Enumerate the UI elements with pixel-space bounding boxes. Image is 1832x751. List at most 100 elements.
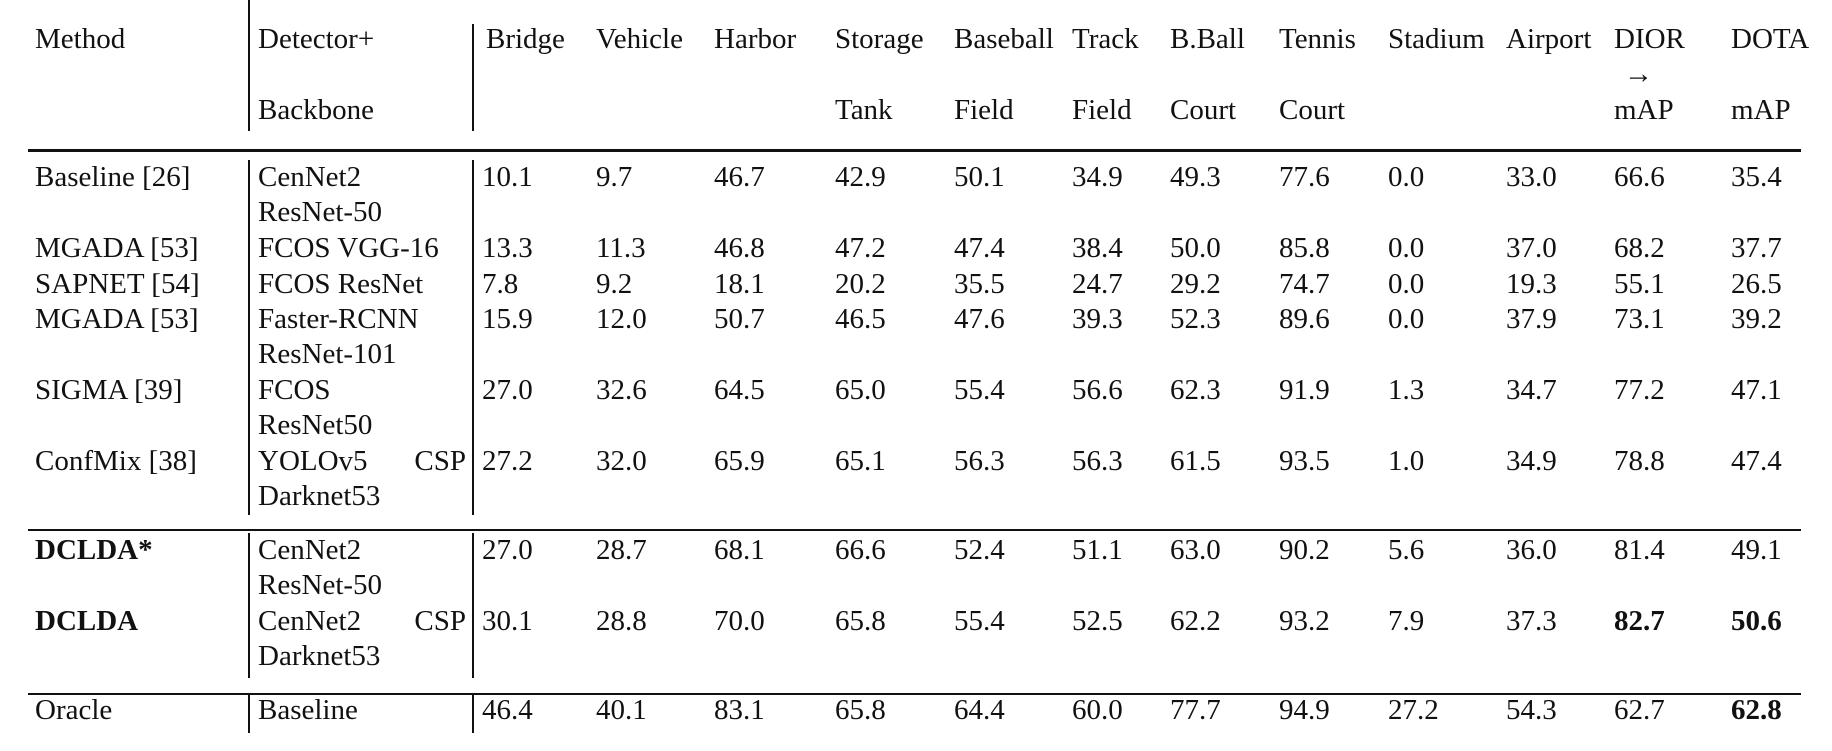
table-cell: 66.6 (1614, 161, 1665, 193)
header-rule (28, 149, 1801, 152)
table-cell: 32.0 (596, 445, 647, 477)
table-cell: 93.2 (1279, 605, 1330, 637)
row-backbone: ResNet50 (258, 409, 373, 441)
table-cell: 33.0 (1506, 161, 1557, 193)
table-cell: 46.4 (482, 694, 533, 726)
table-cell: 1.0 (1388, 445, 1425, 477)
table-cell: 29.2 (1170, 268, 1221, 300)
table-cell: 56.6 (1072, 374, 1123, 406)
table-cell: 65.8 (835, 605, 886, 637)
table-cell: 37.3 (1506, 605, 1557, 637)
table-cell: 54.3 (1506, 694, 1557, 726)
table-cell: 56.3 (954, 445, 1005, 477)
table-cell: 0.0 (1388, 303, 1425, 335)
row-method: SIGMA [39] (35, 374, 183, 406)
header-vehicle: Vehicle (596, 23, 683, 55)
row-detector: FCOS VGG-16 (258, 232, 439, 264)
row-detector: FCOS ResNet (258, 268, 424, 300)
table-cell: 74.7 (1279, 268, 1330, 300)
table-cell: 94.9 (1279, 694, 1330, 726)
table-cell: 65.1 (835, 445, 886, 477)
header-dior-map: mAP (1614, 94, 1674, 126)
table-cell: 30.1 (482, 605, 533, 637)
table-cell: 24.7 (1072, 268, 1123, 300)
table-cell: 68.2 (1614, 232, 1665, 264)
table-cell: 47.4 (1731, 445, 1782, 477)
row-backbone: Darknet53 (258, 640, 381, 672)
table-cell: 18.1 (714, 268, 765, 300)
header-storage-tank: Storage (835, 23, 924, 55)
row-backbone: Darknet53 (258, 480, 381, 512)
table-cell: 1.3 (1388, 374, 1425, 406)
table-cell: 78.8 (1614, 445, 1665, 477)
table-cell: 52.3 (1170, 303, 1221, 335)
table-cell: 62.2 (1170, 605, 1221, 637)
column-rule (472, 24, 474, 131)
table-cell: 50.6 (1731, 605, 1782, 637)
row-method: Baseline [26] (35, 161, 191, 193)
table-cell: 35.4 (1731, 161, 1782, 193)
table-cell: 68.1 (714, 534, 765, 566)
table-cell: 90.2 (1279, 534, 1330, 566)
row-detector: YOLOv5 CSP (258, 445, 466, 477)
table-cell: 5.6 (1388, 534, 1425, 566)
header-airport: Airport (1506, 23, 1592, 55)
header-dota-map: mAP (1731, 94, 1791, 126)
table-cell: 62.3 (1170, 374, 1221, 406)
table-cell: 28.8 (596, 605, 647, 637)
row-method: ConfMix [38] (35, 445, 197, 477)
header-dior-arrow: → (1624, 58, 1653, 90)
table-cell: 39.2 (1731, 303, 1782, 335)
table-cell: 27.0 (482, 374, 533, 406)
row-backbone: ResNet-101 (258, 338, 397, 370)
table-cell: 37.7 (1731, 232, 1782, 264)
header-dota: DOTA (1731, 23, 1810, 55)
column-rule (248, 160, 250, 515)
table-cell: 37.0 (1506, 232, 1557, 264)
group-rule-1 (28, 529, 1801, 531)
table-cell: 73.1 (1614, 303, 1665, 335)
table-cell: 52.5 (1072, 605, 1123, 637)
row-detector: Baseline (258, 694, 358, 726)
table-cell: 77.7 (1170, 694, 1221, 726)
table-cell: 60.0 (1072, 694, 1123, 726)
table-cell: 38.4 (1072, 232, 1123, 264)
table-cell: 11.3 (596, 232, 646, 264)
table-cell: 0.0 (1388, 268, 1425, 300)
table-cell: 65.0 (835, 374, 886, 406)
table-cell: 37.9 (1506, 303, 1557, 335)
table-cell: 27.2 (1388, 694, 1439, 726)
table-cell: 34.9 (1506, 445, 1557, 477)
table-cell: 50.0 (1170, 232, 1221, 264)
header-detector: Detector+ (258, 23, 375, 55)
row-backbone: ResNet-50 (258, 196, 383, 228)
row-method: SAPNET [54] (35, 268, 200, 300)
table-cell: 46.8 (714, 232, 765, 264)
table-cell: 19.3 (1506, 268, 1557, 300)
row-detector: FCOS (258, 374, 331, 406)
header-tennis-court: Tennis (1279, 23, 1356, 55)
table-cell: 13.3 (482, 232, 533, 264)
table-cell: 36.0 (1506, 534, 1557, 566)
header-tennis-court-line2: Court (1279, 94, 1346, 126)
table-cell: 83.1 (714, 694, 765, 726)
table-cell: 0.0 (1388, 232, 1425, 264)
table-cell: 28.7 (596, 534, 647, 566)
table-cell: 63.0 (1170, 534, 1221, 566)
table-cell: 64.5 (714, 374, 765, 406)
header-basketball-court: B.Ball (1170, 23, 1245, 55)
header-track-field-line2: Field (1072, 94, 1132, 126)
table-cell: 85.8 (1279, 232, 1330, 264)
group-rule-2 (28, 693, 1801, 695)
table-cell: 40.1 (596, 694, 647, 726)
header-track-field: Track (1072, 23, 1139, 55)
table-cell: 65.9 (714, 445, 765, 477)
table-cell: 46.7 (714, 161, 765, 193)
table-cell: 62.8 (1731, 694, 1782, 726)
table-cell: 20.2 (835, 268, 886, 300)
header-basketball-court-line2: Court (1170, 94, 1237, 126)
row-detector: CenNet2 (258, 161, 362, 193)
table-cell: 47.4 (954, 232, 1005, 264)
row-backbone: ResNet-50 (258, 569, 383, 601)
row-detector: Faster-RCNN (258, 303, 419, 335)
